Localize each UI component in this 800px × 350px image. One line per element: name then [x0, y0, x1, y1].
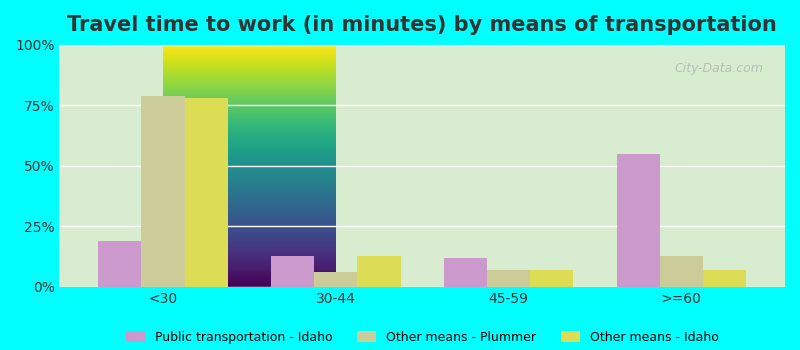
- Legend: Public transportation - Idaho, Other means - Plummer, Other means - Idaho: Public transportation - Idaho, Other mea…: [121, 326, 723, 349]
- Bar: [185, 98, 228, 287]
- Bar: [271, 256, 314, 287]
- Bar: [487, 270, 530, 287]
- Bar: [444, 258, 487, 287]
- Bar: [358, 256, 401, 287]
- Bar: [617, 154, 660, 287]
- Title: Travel time to work (in minutes) by means of transportation: Travel time to work (in minutes) by mean…: [67, 15, 777, 35]
- Bar: [98, 241, 142, 287]
- Bar: [703, 270, 746, 287]
- Bar: [314, 272, 358, 287]
- Bar: [142, 96, 185, 287]
- Bar: [530, 270, 574, 287]
- Bar: [660, 256, 703, 287]
- Text: City-Data.com: City-Data.com: [674, 62, 763, 75]
